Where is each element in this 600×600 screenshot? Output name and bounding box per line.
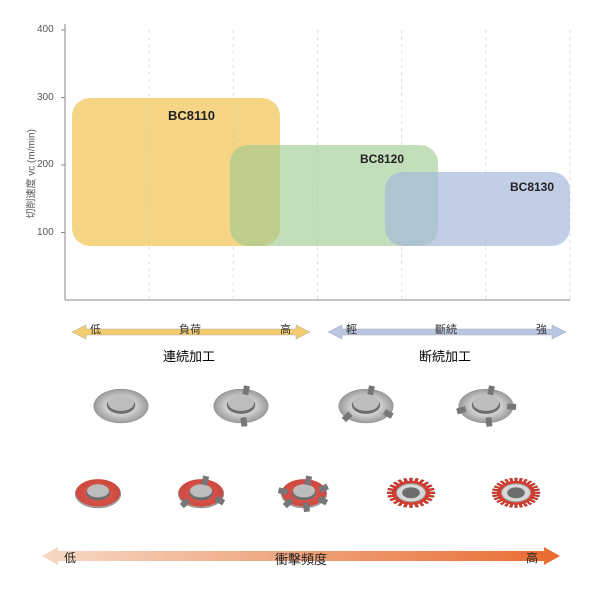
range-mid: 負荷 xyxy=(179,321,201,337)
impact-left: 低 xyxy=(64,549,76,566)
region-label-BC8120: BC8120 xyxy=(360,152,404,166)
part-row2-4 xyxy=(490,472,542,519)
range-left: 輕 xyxy=(346,321,357,337)
range-right: 強 xyxy=(536,321,547,337)
part-row2-2 xyxy=(278,472,330,518)
part-row2-3 xyxy=(385,472,437,519)
region-label-BC8110: BC8110 xyxy=(168,108,215,123)
range-arrow-interrupted: 輕 斷続 強 xyxy=(328,324,566,342)
part-row1-1 xyxy=(210,380,272,433)
region-label-BC8130: BC8130 xyxy=(510,180,554,194)
part-row1-0 xyxy=(90,380,152,433)
range-left: 低 xyxy=(90,321,101,337)
ytick-100: 100 xyxy=(37,227,54,238)
impact-caption: 衝擊頻度 xyxy=(275,549,327,568)
part-row2-0 xyxy=(72,472,124,518)
part-row1-2 xyxy=(335,380,397,433)
part-row2-1 xyxy=(175,472,227,518)
ytick-400: 400 xyxy=(37,24,54,35)
range-right: 高 xyxy=(280,321,291,337)
y-axis-label: 切削速度 vc (m/min) xyxy=(23,119,38,219)
range-caption-continuous: 連続加工 xyxy=(163,346,215,365)
range-caption-interrupted: 断続加工 xyxy=(419,346,471,365)
range-arrow-continuous: 低 負荷 高 xyxy=(72,324,310,342)
ytick-300: 300 xyxy=(37,92,54,103)
ytick-200: 200 xyxy=(37,159,54,170)
range-mid: 斷続 xyxy=(435,321,457,337)
part-row1-3 xyxy=(455,380,517,433)
impact-right: 高 xyxy=(526,549,538,566)
